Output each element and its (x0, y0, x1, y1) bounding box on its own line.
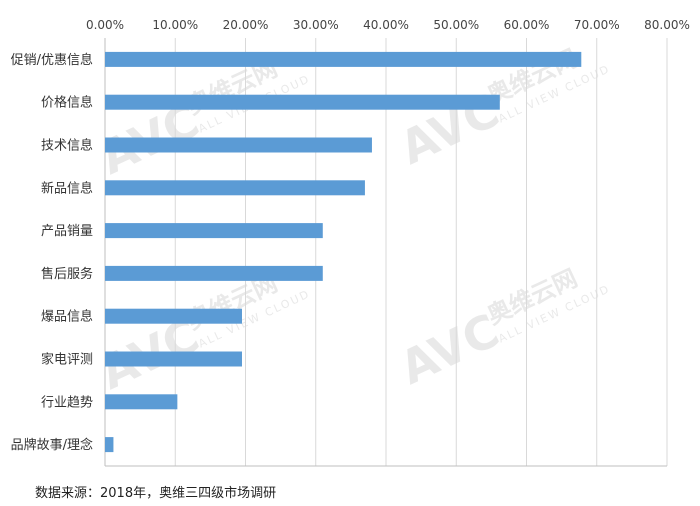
bar (105, 137, 372, 153)
x-tick-label: 70.00% (574, 18, 620, 32)
x-tick-label: 10.00% (152, 18, 198, 32)
bar (105, 351, 242, 367)
bars (105, 51, 582, 453)
category-label: 售后服务 (41, 266, 93, 282)
category-label: 家电评测 (41, 352, 93, 368)
category-label: 技术信息 (41, 138, 93, 154)
category-label: 行业趋势 (41, 394, 93, 410)
bar (105, 223, 323, 239)
source-note: 数据来源：2018年，奥维三四级市场调研 (35, 486, 277, 501)
x-tick-label: 20.00% (223, 18, 269, 32)
category-label: 促销/优惠信息 (11, 52, 93, 68)
bar (105, 437, 114, 453)
x-tick-label: 80.00% (644, 18, 690, 32)
bar (105, 265, 323, 281)
category-label: 价格信息 (41, 95, 93, 111)
bar (105, 94, 500, 110)
category-label: 产品销量 (41, 224, 93, 239)
category-label: 新品信息 (41, 180, 93, 196)
category-label: 品牌故事/理念 (11, 437, 93, 453)
bar (105, 180, 365, 196)
x-tick-label: 0.00% (86, 18, 124, 32)
x-tick-label: 60.00% (504, 18, 550, 32)
bar (105, 51, 582, 67)
x-tick-label: 50.00% (433, 18, 479, 32)
bar (105, 394, 178, 410)
category-label: 爆品信息 (41, 309, 93, 325)
x-axis-tick-labels: 0.00% 10.00% 20.00% 30.00% 40.00% 50.00% 60.00… (86, 18, 690, 32)
x-tick-label: 30.00% (293, 18, 339, 32)
category-labels: 促销/优惠信息价格信息技术信息新品信息产品销量售后服务爆品信息家电评测行业趋势品… (11, 52, 93, 453)
bar (105, 308, 242, 324)
x-tick-label: 40.00% (363, 18, 409, 32)
